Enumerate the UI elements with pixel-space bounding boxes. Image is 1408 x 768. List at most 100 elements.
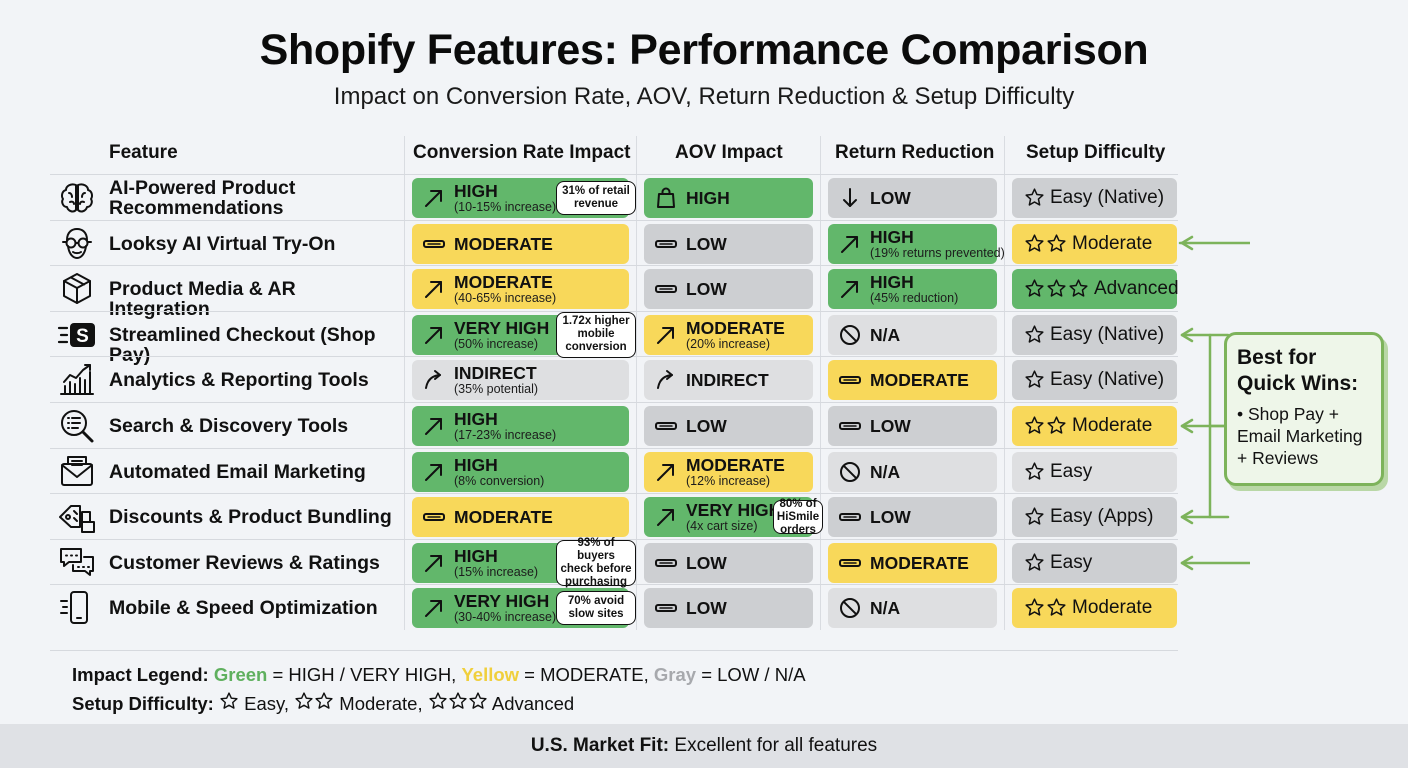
- dash-icon: [422, 505, 446, 529]
- star-icon: [1024, 461, 1045, 483]
- star-icon: [1024, 506, 1045, 528]
- returns-cell: MODERATE: [828, 542, 997, 583]
- quick-wins-box: Best for Quick Wins: • Shop Pay + Email …: [1224, 332, 1384, 486]
- legend-gray-text: = LOW / N/A: [696, 664, 806, 685]
- setup-label: Easy (Native): [1050, 187, 1165, 208]
- setup-cell: Easy (Native): [1012, 178, 1177, 218]
- returns-level: LOW: [870, 416, 911, 436]
- setup-label: Moderate: [1072, 232, 1153, 254]
- returns-cell: MODERATE: [828, 360, 997, 401]
- returns-level: HIGH: [870, 272, 914, 293]
- legend-gray: Gray: [653, 664, 697, 685]
- returns-cell: LOW: [828, 497, 997, 538]
- feature-label: Analytics & Reporting Tools: [109, 369, 369, 392]
- aov-detail: (4x cart size): [686, 519, 758, 534]
- returns-level: N/A: [870, 461, 901, 482]
- chat-bubbles-icon: [57, 543, 97, 583]
- dash-icon: [838, 551, 862, 575]
- arrow-up-right-icon: [422, 551, 446, 575]
- returns-cell: LOW: [828, 406, 997, 446]
- conversion-level: HIGH: [454, 409, 498, 429]
- conversion-cell: HIGH (17-23% increase): [412, 406, 629, 446]
- conversion-detail: (17-23% increase): [454, 428, 557, 442]
- setup-cell: Moderate: [1012, 588, 1177, 629]
- row-divider: [50, 310, 1178, 312]
- footer-text: Excellent for all features: [669, 735, 878, 756]
- conversion-detail: (35% potential): [454, 382, 539, 397]
- conversion-level: MODERATE: [454, 272, 553, 293]
- mobile-phone-icon: [57, 588, 97, 628]
- dash-icon: [838, 505, 862, 529]
- dash-icon: [422, 232, 446, 256]
- aov-detail: (20% increase): [686, 336, 771, 351]
- column-divider: [820, 136, 821, 630]
- setup-cell: Easy: [1012, 542, 1177, 583]
- magnifier-list-icon: [57, 406, 97, 446]
- page-title: Shopify Features: Performance Comparison: [259, 26, 1149, 74]
- star-icon: [1024, 552, 1045, 574]
- returns-level: LOW: [870, 507, 911, 528]
- star-icon: [1024, 597, 1067, 619]
- conversion-level: VERY HIGH: [454, 591, 550, 612]
- callout-note: 70% avoid slow sites: [556, 591, 636, 626]
- legend-advanced: Advanced: [487, 692, 575, 714]
- feature-label: Looksy AI Virtual Try-On: [109, 232, 336, 255]
- returns-level: MODERATE: [870, 370, 969, 391]
- row-divider: [50, 265, 1178, 267]
- setup-cell: Moderate: [1012, 406, 1177, 446]
- returns-detail: (19% returns prevented): [870, 245, 1005, 260]
- returns-level: N/A: [870, 324, 901, 345]
- conversion-cell: MODERATE (40-65% increase): [412, 269, 629, 310]
- star-icon: [428, 691, 488, 716]
- setup-label: Advanced: [1094, 278, 1179, 300]
- feature-label: Discounts & Product Bundling: [109, 506, 392, 529]
- feature-label: Mobile & Speed Optimization: [109, 597, 378, 620]
- arrow-up-right-icon: [654, 460, 678, 484]
- dash-icon: [654, 551, 678, 575]
- header-returns: Return Reduction: [835, 142, 995, 163]
- quick-wins-title: Best for Quick Wins:: [1237, 346, 1359, 395]
- conversion-detail: (30-40% increase): [454, 610, 557, 625]
- aov-cell: LOW: [644, 269, 813, 310]
- star-icon: [1024, 233, 1067, 255]
- conversion-detail: (8% conversion): [454, 473, 545, 488]
- aov-level: LOW: [686, 416, 727, 436]
- arrow-up-right-icon: [654, 505, 678, 529]
- star-icon: [1024, 187, 1045, 209]
- setup-label: Easy: [1050, 460, 1093, 482]
- aov-cell: MODERATE (20% increase): [644, 314, 813, 355]
- tag-boxes-icon: [57, 497, 97, 537]
- aov-cell: MODERATE (12% increase): [644, 451, 813, 492]
- conversion-cell: MODERATE: [412, 223, 629, 264]
- returns-cell: LOW: [828, 178, 997, 218]
- callout-note: 31% of retail revenue: [556, 181, 636, 215]
- setup-cell: Advanced: [1012, 269, 1179, 310]
- aov-cell: LOW: [644, 588, 813, 629]
- star-icon: [1024, 369, 1045, 391]
- setup-label: Easy (Apps): [1050, 506, 1154, 528]
- aov-level: LOW: [686, 233, 727, 254]
- setup-label: Easy (Native): [1050, 369, 1165, 391]
- legend-moderate: Moderate,: [334, 692, 428, 714]
- legend-yellow-text: = MODERATE,: [519, 664, 654, 685]
- arrow-up-right-icon: [422, 414, 446, 438]
- dash-icon: [654, 232, 678, 256]
- dash-icon: [838, 414, 862, 438]
- returns-detail: (45% reduction): [870, 291, 959, 306]
- legend-green: Green: [213, 664, 268, 685]
- returns-level: N/A: [870, 598, 901, 619]
- dash-icon: [654, 596, 678, 620]
- footer-label: U.S. Market Fit:: [530, 735, 670, 756]
- aov-level: LOW: [686, 552, 727, 573]
- header-conversion: Conversion Rate Impact: [413, 142, 631, 163]
- callout-note: 1.72x higher mobile conversion: [556, 311, 636, 358]
- svg-text:S: S: [76, 326, 89, 347]
- legend-green-text: = HIGH / VERY HIGH,: [267, 664, 462, 685]
- dash-icon: [654, 414, 678, 438]
- callout-note: 93% of buyers check before purchasing: [556, 537, 636, 588]
- page-subtitle: Impact on Conversion Rate, AOV, Return R…: [333, 83, 1075, 110]
- conversion-level: HIGH: [454, 181, 498, 201]
- conversion-cell: HIGH (8% conversion): [412, 451, 629, 492]
- row-divider: [50, 174, 1178, 175]
- setup-cell: Easy (Native): [1012, 314, 1177, 355]
